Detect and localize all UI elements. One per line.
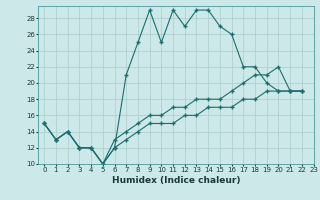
X-axis label: Humidex (Indice chaleur): Humidex (Indice chaleur) <box>112 176 240 185</box>
